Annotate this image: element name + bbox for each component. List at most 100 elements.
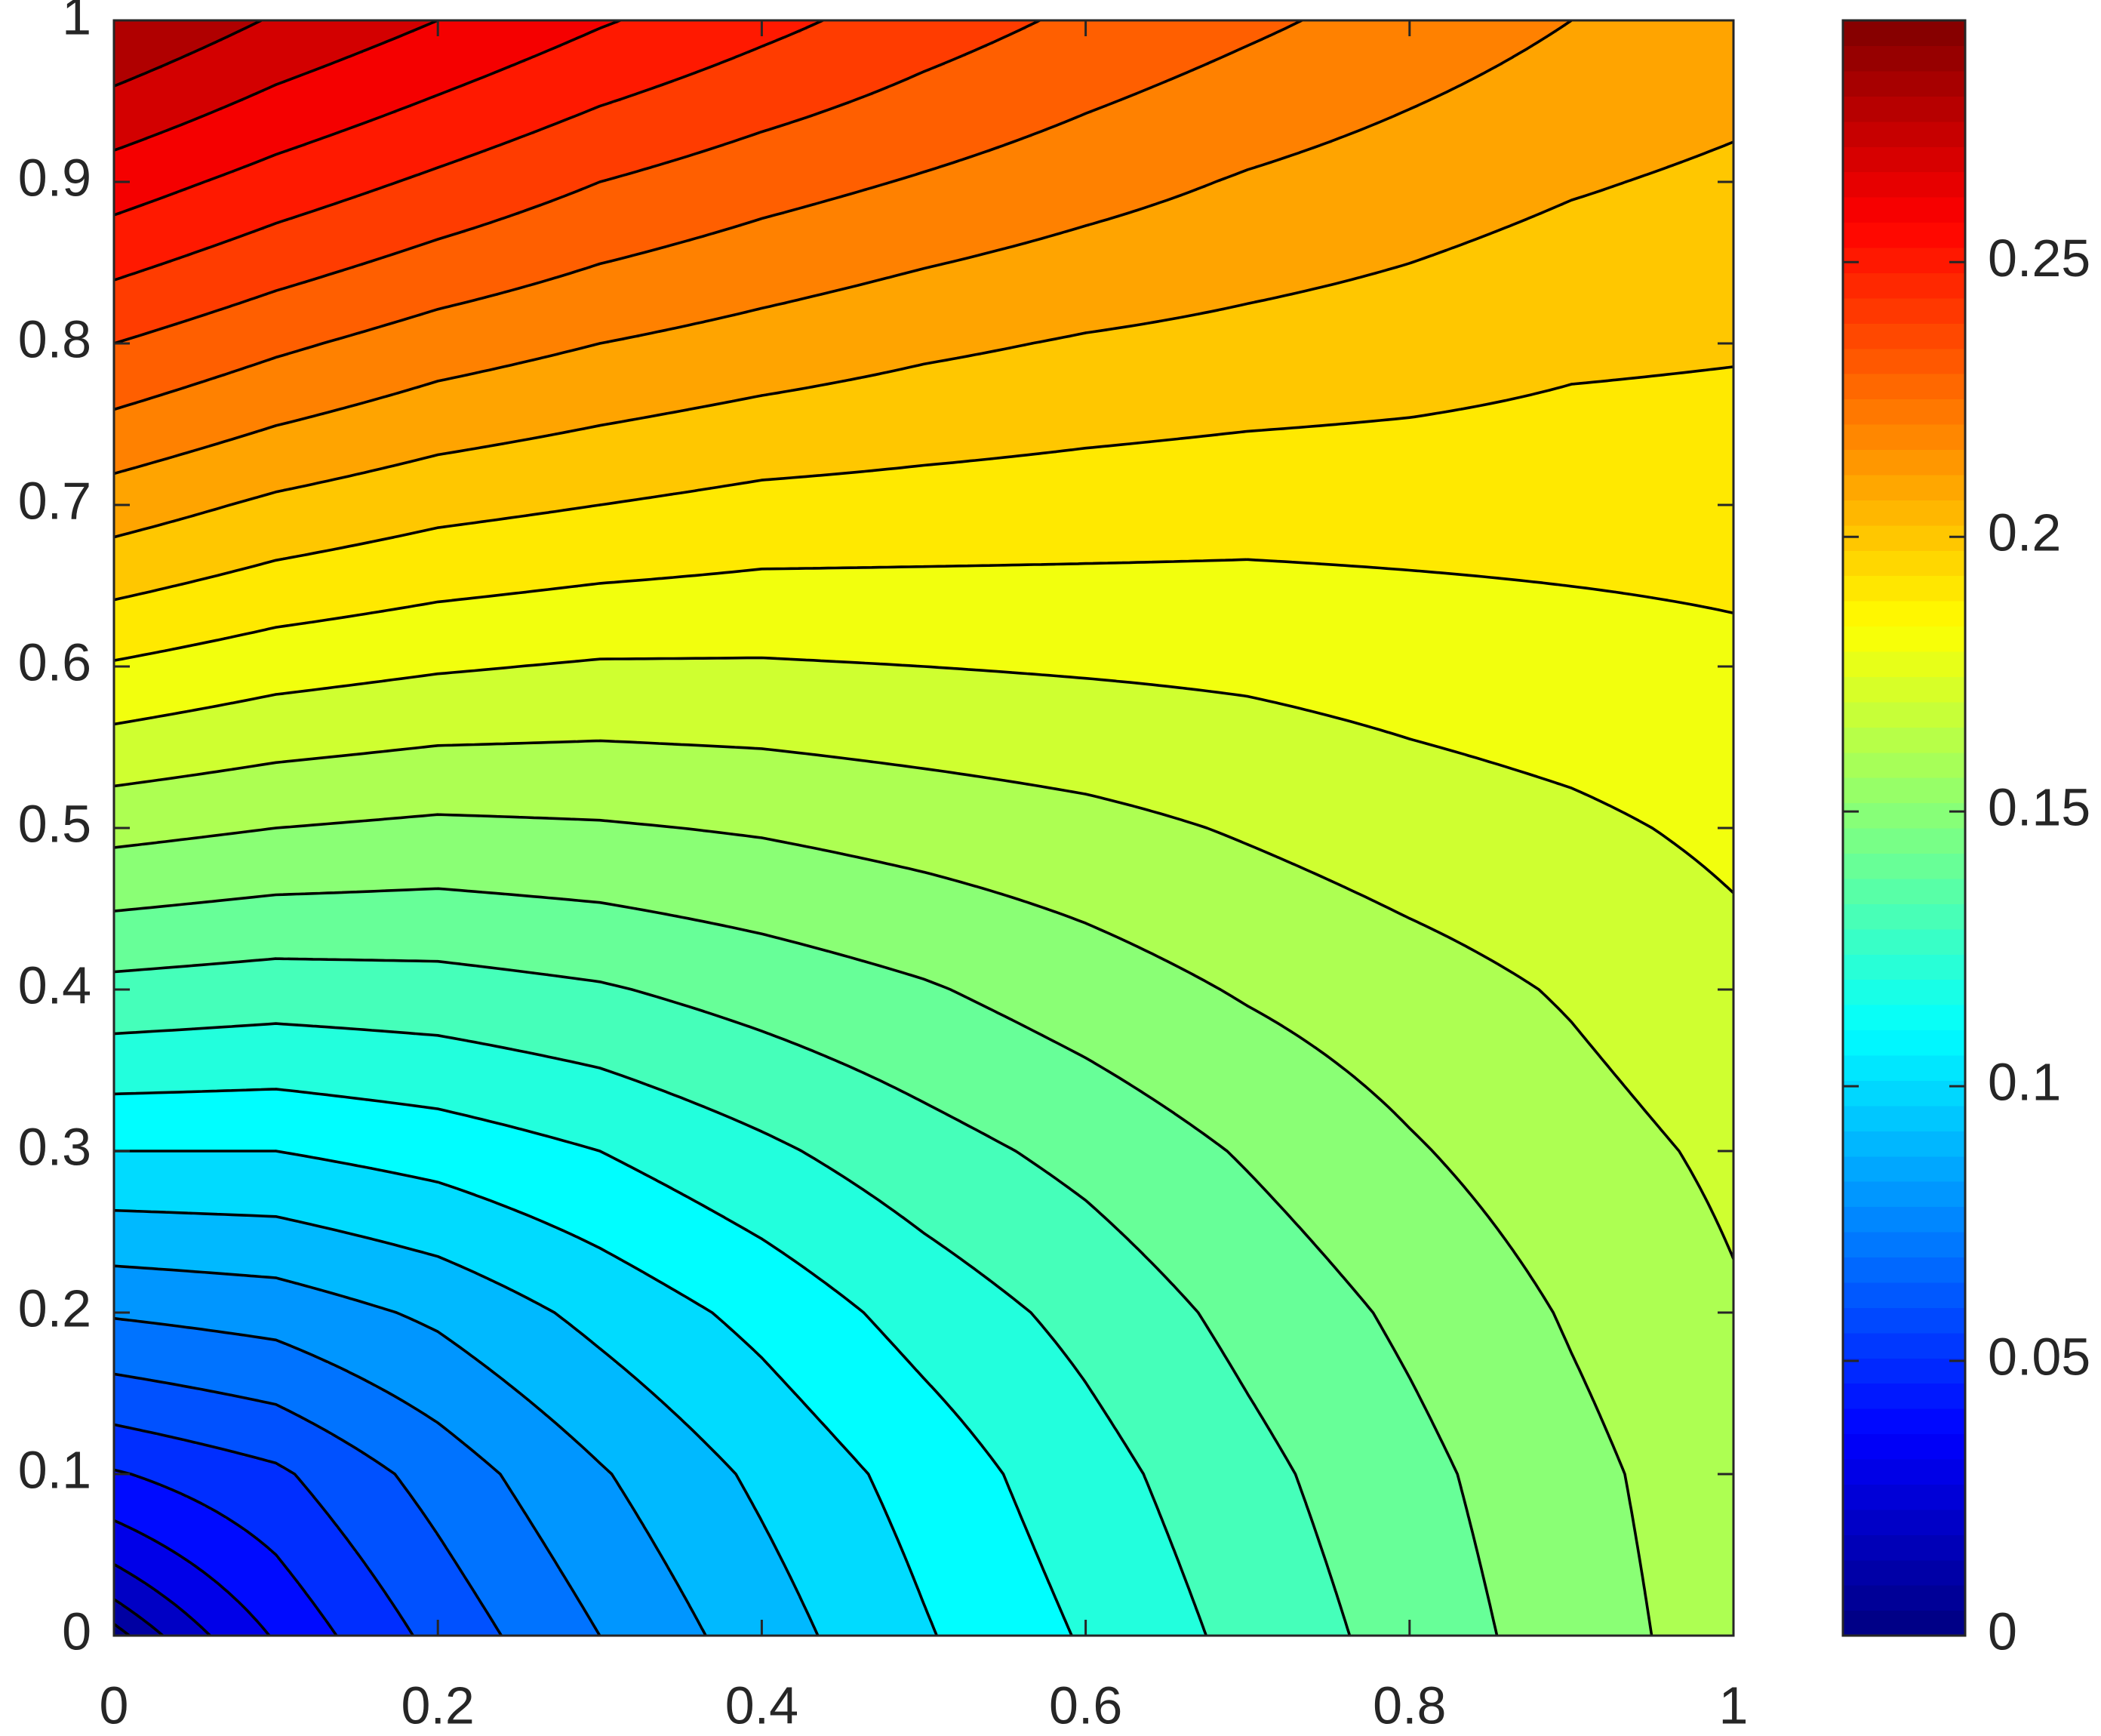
- colorbar-strip: [1843, 701, 1965, 728]
- colorbar-strip: [1843, 1054, 1965, 1081]
- colorbar-strip: [1843, 575, 1965, 602]
- colorbar-strip: [1843, 1005, 1965, 1031]
- contour-lines: [114, 20, 1733, 1636]
- colorbar-tick-label: 0.2: [1988, 503, 2061, 562]
- colorbar-strip: [1843, 1585, 1965, 1611]
- colorbar-strip: [1843, 1458, 1965, 1485]
- colorbar-strip: [1843, 1332, 1965, 1359]
- colorbar-strip: [1843, 1484, 1965, 1510]
- colorbar-strip: [1843, 1307, 1965, 1334]
- contour-line: [114, 365, 1733, 602]
- colorbar-strip: [1843, 853, 1965, 879]
- colorbar-tick-label: 0: [1988, 1602, 2017, 1661]
- colorbar-strip: [1843, 272, 1965, 299]
- contour-line: [114, 558, 1733, 662]
- x-tick-label: 0.2: [401, 1676, 475, 1734]
- contour-band: [114, 558, 1733, 891]
- contour-line: [114, 1519, 271, 1636]
- colorbar-strip: [1843, 802, 1965, 829]
- colorbar-strip: [1843, 297, 1965, 324]
- colorbar-strip: [1843, 954, 1965, 980]
- contour-line: [114, 1208, 820, 1636]
- y-tick-label: 0.9: [18, 148, 91, 207]
- contour-line: [114, 656, 1733, 894]
- y-tick-label: 0.8: [18, 309, 91, 368]
- colorbar-strip: [1843, 399, 1965, 425]
- colorbar-strip: [1843, 449, 1965, 476]
- colorbar-strip: [1843, 1610, 1965, 1636]
- colorbar-strip: [1843, 1232, 1965, 1258]
- colorbar-tick-label: 0.05: [1988, 1328, 2090, 1387]
- contour-line: [114, 1088, 1073, 1636]
- colorbar-strip: [1843, 1257, 1965, 1283]
- colorbar-strip: [1843, 374, 1965, 400]
- colorbar-strip: [1843, 424, 1965, 451]
- contour-line: [114, 1372, 503, 1636]
- contour-band: [114, 887, 1497, 1636]
- colorbar-strip: [1843, 20, 1965, 47]
- colorbar-strip: [1843, 676, 1965, 703]
- y-tick-label: 0.7: [18, 471, 91, 530]
- colorbar-strip: [1843, 1509, 1965, 1535]
- colorbar-strip: [1843, 121, 1965, 147]
- y-tick-label: 0.5: [18, 794, 91, 853]
- colorbar-strip: [1843, 1534, 1965, 1561]
- contour-line: [114, 20, 1041, 345]
- contour-band: [114, 20, 1569, 472]
- colorbar-strip: [1843, 727, 1965, 753]
- colorbar-strip: [1843, 979, 1965, 1005]
- contour-band: [114, 1022, 1206, 1636]
- y-tick-label: 0.4: [18, 956, 91, 1014]
- colorbar-strip: [1843, 1408, 1965, 1435]
- y-tick-label: 1: [62, 0, 91, 45]
- colorbar-strip: [1843, 601, 1965, 627]
- contour-line: [114, 887, 1499, 1636]
- colorbar: 0 0.05 0.1 0.15 0.2 0.25: [1841, 19, 2090, 1661]
- contour-line: [114, 1562, 212, 1636]
- colorbar-strip: [1843, 626, 1965, 652]
- contour-line: [114, 957, 1352, 1636]
- colorbar-strip: [1843, 903, 1965, 930]
- contour-band: [114, 815, 1653, 1636]
- colorbar-strip: [1843, 1206, 1965, 1233]
- contour-line: [114, 1264, 707, 1636]
- contour-line: [114, 1423, 415, 1636]
- contour-line: [114, 20, 622, 217]
- colorbar-strip: [1843, 828, 1965, 854]
- contour-band: [114, 1150, 937, 1636]
- colorbar-strip: [1843, 171, 1965, 198]
- y-tick-label: 0.6: [18, 633, 91, 691]
- contour-band: [114, 20, 1300, 410]
- contour-band: [114, 959, 1350, 1636]
- colorbar-strip: [1843, 928, 1965, 955]
- contour-band: [114, 143, 1733, 602]
- y-tick-label: 0.1: [18, 1440, 91, 1499]
- colorbar-strip: [1843, 96, 1965, 122]
- x-tick-label: 0.4: [725, 1676, 798, 1734]
- contour-band: [114, 20, 1038, 344]
- colorbar-strip: [1843, 777, 1965, 804]
- colorbar-strip: [1843, 247, 1965, 273]
- contour-line: [114, 20, 825, 282]
- colorbar-strip: [1843, 222, 1965, 248]
- contour-band: [114, 1318, 601, 1636]
- contour-line: [114, 20, 1303, 411]
- contour-band: [114, 20, 618, 215]
- contour-band: [114, 20, 820, 282]
- colorbar-strip: [1843, 651, 1965, 677]
- colorbar-strip: [1843, 1383, 1965, 1409]
- colorbar-tick-label: 0.25: [1988, 229, 2090, 288]
- contour-band: [114, 1426, 411, 1636]
- x-tick-label: 1: [1719, 1676, 1749, 1734]
- contour-line: [114, 1598, 165, 1636]
- colorbar-strip: [1843, 146, 1965, 173]
- colorbar-strip: [1843, 500, 1965, 526]
- x-tick-label: 0.8: [1373, 1676, 1446, 1734]
- colorbar-tick-label: 0.15: [1988, 778, 2090, 837]
- contour-band: [114, 1626, 127, 1636]
- colorbar-strip: [1843, 752, 1965, 778]
- colorbar-strip: [1843, 1282, 1965, 1308]
- colorbar-strip: [1843, 1105, 1965, 1131]
